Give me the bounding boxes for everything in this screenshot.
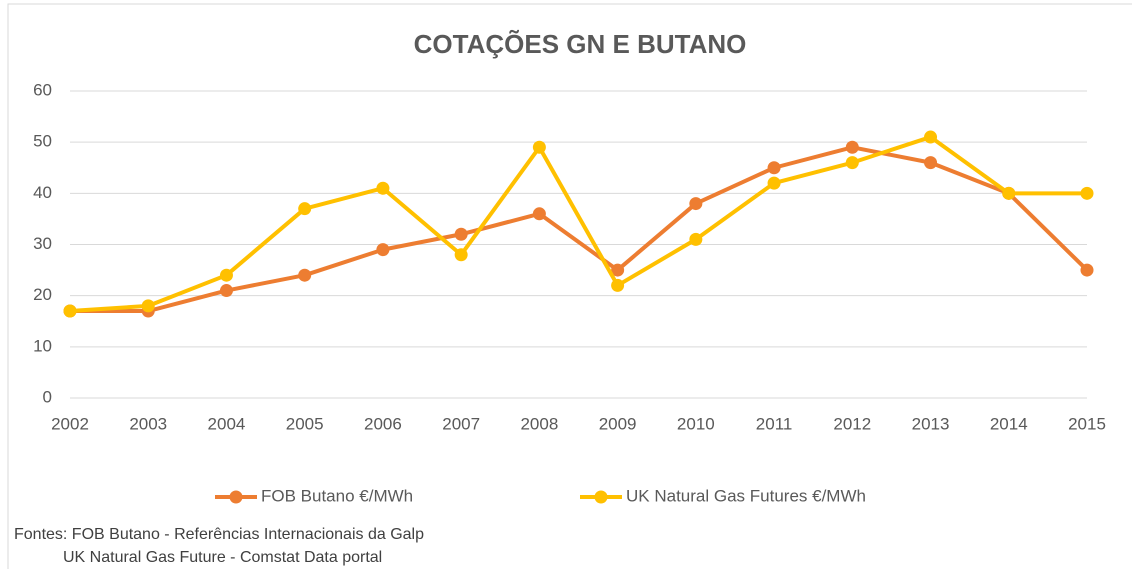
point (532, 207, 546, 221)
legend-marker (229, 490, 243, 504)
point (1080, 186, 1094, 200)
point (454, 248, 468, 262)
point (845, 156, 859, 170)
point (298, 202, 312, 216)
point (141, 299, 155, 313)
x-tick-label: 2011 (756, 414, 793, 433)
source-note: Fontes: FOB Butano - Referências Interna… (14, 526, 424, 543)
y-tick-label: 50 (33, 132, 52, 151)
point (454, 227, 468, 241)
point (63, 304, 77, 318)
point (1002, 186, 1016, 200)
point (376, 181, 390, 195)
series-line (69, 135, 1087, 314)
series-line (70, 145, 1089, 314)
x-tick-label: 2013 (912, 414, 950, 433)
point (924, 156, 938, 170)
x-tick-label: 2004 (208, 414, 246, 433)
point (611, 278, 625, 292)
chart-title: COTAÇÕES GN E BUTANO (414, 29, 747, 59)
x-tick-label: 2002 (51, 414, 89, 433)
point (845, 140, 859, 154)
point (767, 176, 781, 190)
legend-label: UK Natural Gas Futures €/MWh (626, 486, 866, 505)
point (532, 140, 546, 154)
x-tick-label: 2015 (1068, 414, 1106, 433)
point (689, 232, 703, 246)
y-tick-label: 10 (33, 336, 52, 355)
point (298, 268, 312, 282)
source-note: UK Natural Gas Future - Comstat Data por… (63, 549, 382, 566)
x-tick-label: 2014 (990, 414, 1028, 433)
y-tick-label: 60 (33, 80, 52, 99)
x-tick-label: 2007 (442, 414, 480, 433)
point (611, 263, 625, 277)
x-tick-label: 2006 (364, 414, 402, 433)
point (219, 268, 233, 282)
x-tick-label: 2008 (520, 414, 558, 433)
point (376, 243, 390, 257)
chart-border (7, 3, 1132, 569)
x-tick-label: 2012 (833, 414, 871, 433)
x-tick-label: 2003 (129, 414, 167, 433)
legend-marker (594, 490, 608, 504)
point (219, 284, 233, 298)
point (767, 161, 781, 175)
x-tick-label: 2009 (599, 414, 637, 433)
y-tick-label: 40 (33, 183, 52, 202)
x-tick-label: 2010 (677, 414, 715, 433)
y-tick-label: 30 (33, 234, 52, 253)
point (924, 130, 938, 144)
x-tick-label: 2005 (286, 414, 324, 433)
y-tick-label: 20 (33, 285, 52, 304)
y-tick-label: 0 (43, 387, 52, 406)
point (689, 197, 703, 211)
legend-label: FOB Butano €/MWh (261, 486, 413, 505)
point (1080, 263, 1094, 277)
